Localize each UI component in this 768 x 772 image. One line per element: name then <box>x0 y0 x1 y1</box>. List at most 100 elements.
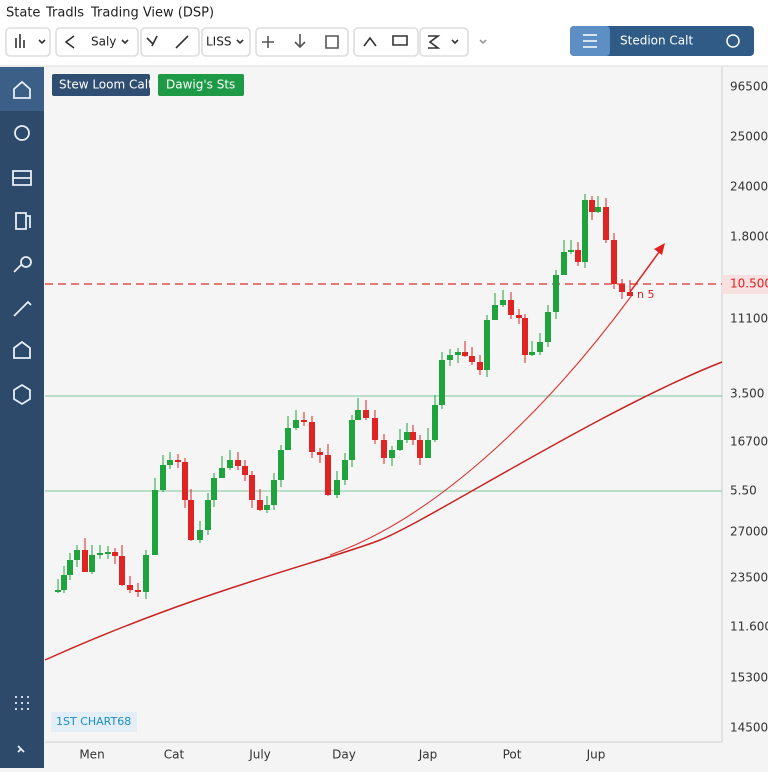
time-label: Day <box>332 748 356 762</box>
menu-item[interactable]: Trading View (DSP) <box>90 6 214 21</box>
sidebar-active <box>0 67 44 111</box>
time-label: Cat <box>164 748 185 762</box>
interval-button[interactable] <box>201 27 251 57</box>
caret <box>479 39 487 45</box>
price-label: 16700 <box>730 435 768 449</box>
candle-body <box>389 450 395 458</box>
candle-body <box>522 318 528 355</box>
candle-body <box>537 342 543 352</box>
time-label: Jap <box>418 748 438 762</box>
candle-body <box>455 352 461 355</box>
menu-item[interactable]: Tradls <box>45 6 84 21</box>
candle-body <box>404 432 410 440</box>
candle-body <box>301 420 307 422</box>
candle-body <box>97 553 103 555</box>
trend-line <box>329 294 633 556</box>
candle-body <box>342 460 348 480</box>
menu-item[interactable]: State <box>6 6 40 21</box>
layout-icon[interactable] <box>12 170 32 186</box>
candle-body <box>119 556 125 585</box>
candle-body <box>278 450 284 480</box>
caret <box>236 39 244 45</box>
tool-button[interactable] <box>5 27 51 57</box>
candle-body <box>627 292 633 296</box>
home-icon[interactable] <box>13 80 31 99</box>
tool-button[interactable] <box>255 27 349 57</box>
candle-body <box>160 465 166 490</box>
candle-body <box>317 452 323 455</box>
candle-body <box>553 275 559 312</box>
candle-body <box>334 480 340 495</box>
collapse-icon[interactable] <box>17 745 25 753</box>
price-label: 23500 <box>730 571 768 585</box>
candle-body <box>381 440 387 458</box>
candle-body <box>249 475 255 500</box>
symbol-label: Saly <box>91 35 116 49</box>
price-tag <box>722 275 768 294</box>
grid-icon[interactable] <box>15 696 29 710</box>
time-label: Men <box>79 748 104 762</box>
price-label: 96500 <box>730 80 768 94</box>
tool-button[interactable] <box>419 27 469 57</box>
price-label: 15300 <box>730 671 768 685</box>
arrow-head <box>654 243 665 255</box>
bank-icon[interactable] <box>13 340 31 359</box>
arrow-line <box>629 247 663 293</box>
candle-body <box>257 500 263 510</box>
search-icon[interactable] <box>13 256 32 273</box>
action-button[interactable] <box>570 26 754 56</box>
interval-label: LISS <box>206 35 231 49</box>
tool-icon[interactable] <box>13 300 32 317</box>
tag <box>52 74 150 96</box>
watermark: 1ST CHART68 <box>56 715 131 728</box>
tool-button[interactable] <box>140 27 200 57</box>
candle-body <box>439 360 445 405</box>
candle-body <box>105 552 111 554</box>
candle-body <box>432 405 438 440</box>
candle-body <box>67 560 73 575</box>
candle-body <box>325 455 331 495</box>
candle-body <box>188 500 194 540</box>
cube-icon[interactable] <box>13 383 31 406</box>
candle-body <box>205 500 211 530</box>
toolbar <box>5 27 487 57</box>
price-label: 10.500 <box>730 277 768 291</box>
candle-body <box>271 480 277 505</box>
candle-body <box>82 550 88 572</box>
price-axis: 96500 25000 24000 1.8000 10.500 11100 3.500 167… <box>730 80 768 735</box>
candle-body <box>152 490 158 555</box>
moving-average <box>44 361 723 661</box>
candle-body <box>619 284 625 292</box>
price-label: 25000 <box>730 130 768 144</box>
candle-body <box>197 530 203 540</box>
candle-body <box>264 505 270 510</box>
share-icon <box>64 35 75 49</box>
candle-body <box>500 300 506 305</box>
tag-label: Dawig's Sts <box>166 78 235 92</box>
book-icon[interactable] <box>15 212 31 230</box>
candle-body <box>561 252 567 275</box>
candle-body <box>447 355 453 360</box>
candle-body <box>285 428 291 450</box>
candle-body <box>167 460 173 465</box>
candle-body <box>74 550 80 560</box>
candle-body <box>182 462 188 500</box>
caret <box>38 39 46 45</box>
tool-button[interactable] <box>353 27 419 57</box>
tag <box>158 74 244 96</box>
menu-icon <box>583 34 597 48</box>
candle-body <box>219 468 225 478</box>
settings-icon[interactable] <box>14 125 30 141</box>
time-label: Jup <box>586 748 606 762</box>
candle-body <box>135 590 141 592</box>
symbol-button[interactable] <box>55 27 139 57</box>
candle-body <box>469 356 475 362</box>
candle-body <box>293 420 299 428</box>
candle-body <box>484 320 490 370</box>
candle-body <box>462 352 468 356</box>
time-label: July <box>248 748 271 762</box>
candle-body <box>372 418 378 440</box>
candle-body <box>595 207 601 212</box>
